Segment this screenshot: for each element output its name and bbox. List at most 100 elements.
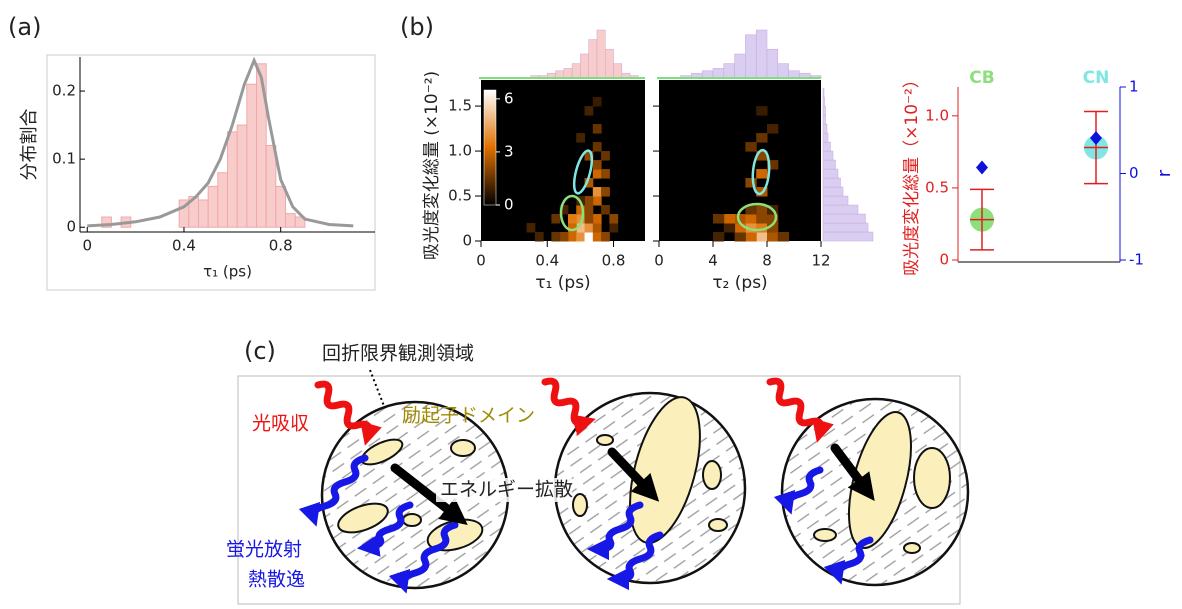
- heatmap-cell: [592, 232, 602, 242]
- heatmap-cell: [592, 196, 602, 206]
- domain: [708, 518, 728, 532]
- heatmap-cell: [734, 214, 746, 224]
- heatmap-cell: [592, 142, 602, 152]
- heatmap-cell: [584, 178, 594, 188]
- leader-line: [369, 369, 385, 407]
- marginal-bar: [822, 195, 849, 206]
- y-tick-label: 0.1: [52, 150, 76, 168]
- label-bg: [436, 478, 572, 502]
- r-marker: [1090, 131, 1102, 146]
- heatmap-cell: [767, 223, 779, 233]
- heatmap-cell: [551, 214, 561, 224]
- heatmap-cell: [592, 187, 602, 197]
- heatmap-cell: [559, 232, 569, 242]
- heatmap-cell: [551, 232, 561, 242]
- heatmap-cell: [767, 124, 779, 134]
- heatmap-cell: [767, 214, 779, 224]
- heatmap-cell: [567, 223, 577, 233]
- y2-axis-label: r: [1154, 169, 1175, 177]
- emission-arrow: [356, 501, 414, 557]
- x-tick-label: 0.8: [269, 237, 293, 255]
- heatmap-cell: [745, 232, 757, 242]
- x-axis-label: τ₂ (ps): [712, 273, 767, 293]
- marginal-bar: [822, 231, 874, 242]
- domain: [813, 528, 837, 542]
- region-label: 回折限界観測領域: [322, 343, 474, 365]
- heatmap-cell: [584, 214, 594, 224]
- bar: [207, 185, 219, 228]
- bar: [265, 145, 277, 228]
- category-label: CB: [969, 68, 994, 88]
- marginal-bar: [604, 48, 614, 79]
- emission-arrow: [606, 531, 664, 591]
- heatmap-cell: [576, 205, 586, 215]
- marginal-bar: [745, 34, 757, 79]
- panel-label: (b): [400, 13, 434, 41]
- bar: [294, 216, 306, 228]
- marginal-bar: [613, 63, 623, 79]
- heatmap-cell: [609, 223, 619, 233]
- heatmap-cell: [723, 223, 736, 233]
- r-marker: [976, 160, 988, 175]
- x-tick-label: 0: [654, 252, 664, 270]
- heatmap-cell: [713, 232, 725, 242]
- colorbar-label: 0: [504, 196, 514, 214]
- heatmap-cell: [756, 205, 768, 215]
- y-tick-label: 1.0: [925, 106, 949, 124]
- x-tick-label: 0.4: [535, 252, 559, 270]
- diffusion-arrow: [830, 443, 875, 501]
- heatmap-cell: [756, 223, 768, 233]
- plot-frame: [46, 54, 376, 291]
- heatmap-cell: [756, 214, 768, 224]
- heatmap-cell: [756, 151, 768, 161]
- diffusion-arrow: [607, 447, 660, 502]
- heatmap-cell: [756, 133, 768, 143]
- y-tick-label: 0: [66, 218, 76, 236]
- heatmap-cell: [584, 205, 594, 215]
- marginal-bar: [822, 222, 869, 233]
- bar: [275, 185, 287, 228]
- y-axis-label: 吸光度変化総量 (×10⁻²): [422, 71, 442, 260]
- fit-curve: [87, 56, 354, 228]
- x-tick-label: 4: [708, 252, 718, 270]
- emission-arrow: [773, 466, 824, 515]
- domain: [450, 439, 476, 457]
- heatmap-cell: [777, 232, 790, 242]
- y-tick-label: 0.5: [448, 187, 472, 205]
- heatmap-cell: [767, 232, 779, 242]
- marginal-bar: [788, 70, 800, 79]
- cluster-outline: [559, 194, 585, 232]
- y2-tick-label: 1: [1129, 78, 1139, 96]
- heatmap-cell: [576, 214, 586, 224]
- diffusion-arrow: [390, 463, 468, 525]
- marginal-bar: [563, 68, 573, 79]
- error-bar: [1084, 110, 1108, 185]
- heatmap-cell: [745, 142, 757, 152]
- domain: [702, 460, 722, 490]
- marginal-bar: [723, 63, 735, 79]
- heatmap-cell: [592, 214, 602, 224]
- marginal-bar: [712, 68, 725, 79]
- panel-label: (a): [8, 13, 41, 41]
- domain: [572, 493, 588, 517]
- heatmap-cell: [601, 205, 610, 215]
- y-tick-label: 0: [462, 232, 472, 250]
- y-tick-label: 1.5: [448, 97, 472, 115]
- heatmap-cell: [567, 214, 577, 224]
- bar: [217, 172, 228, 228]
- heatmap-cell: [734, 223, 746, 233]
- x-tick-label: 8: [762, 252, 772, 270]
- x-tick-label: 0: [82, 237, 92, 255]
- y-tick-label: 0.5: [925, 178, 949, 196]
- domain: [596, 434, 614, 446]
- heatmap-cell: [592, 160, 602, 170]
- marginal-bar: [822, 213, 866, 224]
- diagram: 回折限界観測領域 光吸収 励起子ドメイン エネルギー拡散 蛍光放射 熱散逸: [226, 343, 970, 605]
- panel-label: (c): [244, 337, 276, 365]
- colorbar-label: 3: [504, 142, 514, 160]
- heatmap-cell: [592, 223, 602, 233]
- domain: [629, 396, 701, 544]
- heatmap-cell: [756, 232, 768, 242]
